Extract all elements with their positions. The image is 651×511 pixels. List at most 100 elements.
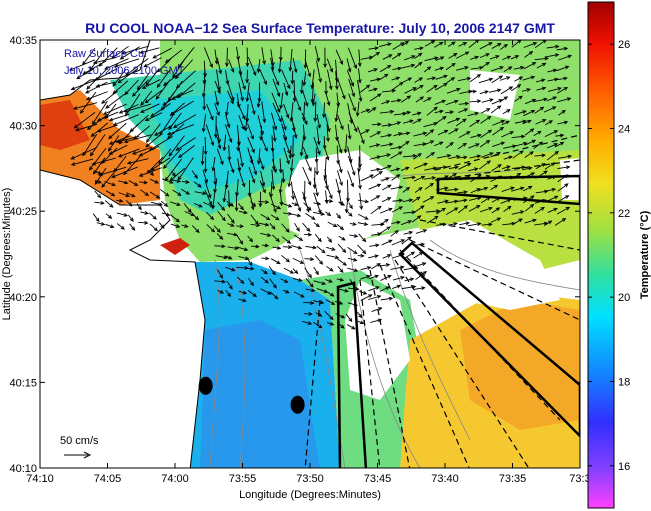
current-vector (124, 134, 152, 143)
current-vector-head (266, 233, 272, 237)
current-vector (245, 114, 248, 131)
current-vector (534, 106, 544, 114)
current-vector-head (529, 151, 534, 156)
current-vector-head (485, 53, 490, 57)
current-vector (380, 134, 392, 138)
current-vector-head (209, 203, 215, 208)
station-marker (198, 376, 213, 395)
current-vector-head (339, 181, 343, 187)
current-vector-head (70, 86, 76, 91)
current-vector-head (499, 126, 505, 131)
current-vector-head (400, 265, 405, 270)
current-vector-head (397, 52, 402, 57)
current-vector-head (474, 167, 479, 172)
current-vector-head (195, 228, 200, 234)
current-vector (249, 192, 254, 210)
current-vector (327, 221, 337, 227)
current-vector (302, 320, 312, 325)
current-vector-head (245, 79, 250, 84)
current-vector (247, 123, 254, 140)
current-vector (426, 216, 438, 224)
current-vector-head (527, 119, 532, 124)
current-vector (391, 77, 400, 81)
current-vector (292, 277, 302, 282)
current-vector (403, 211, 416, 214)
current-vector (313, 178, 319, 196)
current-vector-head (417, 111, 422, 116)
current-vector (512, 218, 523, 225)
current-vector (511, 40, 522, 48)
current-vector (457, 156, 467, 159)
current-vector-head (520, 65, 525, 70)
current-vector-head (228, 285, 233, 290)
sst-field (40, 40, 580, 468)
current-vector-head (516, 172, 522, 177)
current-vector-head (434, 56, 439, 61)
current-vector-head (336, 102, 341, 108)
current-vector-head (378, 307, 383, 311)
current-vector-head (264, 279, 269, 284)
current-vector (347, 146, 352, 163)
current-vector-head (398, 145, 403, 150)
current-vector (523, 62, 536, 70)
current-vector (270, 49, 274, 66)
current-vector-head (522, 119, 527, 124)
current-vector (368, 295, 381, 301)
current-vector-head (144, 117, 150, 122)
current-vector-head (209, 63, 213, 69)
current-vector-head (453, 53, 458, 57)
current-vector-head (374, 274, 380, 279)
current-vector (157, 58, 172, 73)
current-vector (424, 183, 434, 190)
current-vector (459, 222, 470, 226)
current-vector-head (487, 129, 493, 134)
current-vector (502, 56, 511, 61)
current-vector (511, 166, 525, 169)
current-vector (112, 68, 127, 87)
current-vector-head (518, 76, 524, 81)
current-vector-head (348, 212, 353, 217)
current-vector-head (275, 81, 280, 86)
current-vector (367, 107, 377, 114)
current-vector-head (274, 295, 279, 300)
current-vector-head (95, 217, 100, 223)
current-vector-head (508, 66, 513, 71)
current-vector (272, 159, 277, 173)
current-vector-head (317, 124, 322, 129)
current-vector (283, 267, 294, 274)
current-vector-head (405, 131, 411, 136)
current-vector-head (338, 301, 344, 305)
current-vector-head (131, 193, 136, 198)
current-vector (261, 244, 269, 247)
current-vector-head (503, 96, 509, 101)
current-vector (491, 75, 503, 84)
current-vector (236, 235, 243, 245)
current-vector-head (104, 66, 109, 70)
current-vector-head (375, 195, 381, 199)
current-vector-head (363, 222, 369, 226)
current-vector-head (216, 228, 221, 233)
current-vector (168, 112, 182, 130)
current-vector-head (408, 198, 414, 203)
current-vector (158, 148, 172, 164)
current-vector (369, 156, 381, 160)
current-vector-head (228, 255, 233, 260)
current-vector (312, 300, 324, 304)
current-vector-head (123, 139, 129, 144)
current-vector (216, 57, 222, 74)
current-vector-head (296, 227, 300, 232)
current-vector-head (330, 301, 336, 305)
current-vector-head (376, 263, 381, 267)
current-vector (272, 102, 282, 122)
current-vector (469, 119, 480, 128)
current-vector (402, 199, 413, 203)
current-vector-head (207, 194, 212, 199)
current-vector (191, 225, 200, 233)
current-vector (413, 251, 423, 259)
current-vector-head (264, 243, 270, 248)
current-vector (479, 42, 493, 50)
current-vector-head (251, 148, 255, 154)
current-vector (214, 103, 220, 116)
current-vector (121, 45, 149, 54)
current-vector (424, 40, 435, 47)
